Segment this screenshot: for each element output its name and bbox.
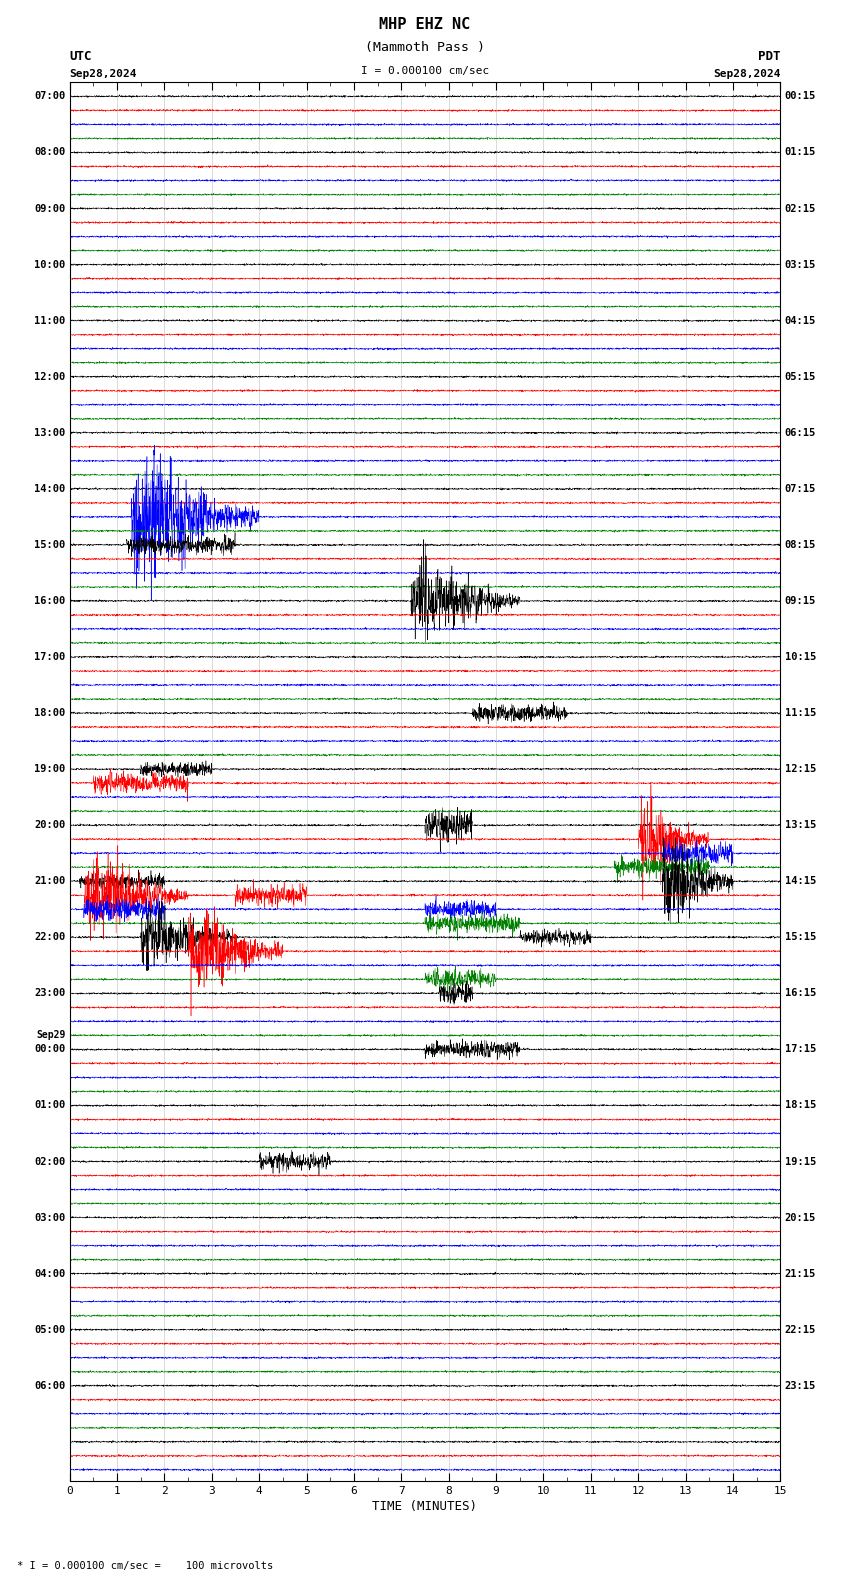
Text: 00:00: 00:00 <box>34 1044 65 1055</box>
Text: 20:00: 20:00 <box>34 821 65 830</box>
Text: Sep28,2024: Sep28,2024 <box>70 70 137 79</box>
Text: 01:00: 01:00 <box>34 1101 65 1110</box>
Text: Sep29: Sep29 <box>36 1030 65 1041</box>
Text: 08:15: 08:15 <box>785 540 816 550</box>
Text: (Mammoth Pass ): (Mammoth Pass ) <box>365 41 485 54</box>
Text: 10:00: 10:00 <box>34 260 65 269</box>
Text: 20:15: 20:15 <box>785 1213 816 1223</box>
Text: 03:15: 03:15 <box>785 260 816 269</box>
Text: 22:00: 22:00 <box>34 933 65 942</box>
Text: 12:15: 12:15 <box>785 763 816 775</box>
Text: 01:15: 01:15 <box>785 147 816 157</box>
Text: 17:15: 17:15 <box>785 1044 816 1055</box>
Text: 09:00: 09:00 <box>34 203 65 214</box>
Text: 02:15: 02:15 <box>785 203 816 214</box>
Text: 13:15: 13:15 <box>785 821 816 830</box>
X-axis label: TIME (MINUTES): TIME (MINUTES) <box>372 1500 478 1513</box>
Text: 14:00: 14:00 <box>34 483 65 494</box>
Text: 16:00: 16:00 <box>34 596 65 607</box>
Text: 14:15: 14:15 <box>785 876 816 885</box>
Text: 06:00: 06:00 <box>34 1381 65 1391</box>
Text: 08:00: 08:00 <box>34 147 65 157</box>
Text: 19:15: 19:15 <box>785 1156 816 1166</box>
Text: 11:00: 11:00 <box>34 315 65 326</box>
Text: * I = 0.000100 cm/sec =    100 microvolts: * I = 0.000100 cm/sec = 100 microvolts <box>17 1562 273 1571</box>
Text: 05:00: 05:00 <box>34 1324 65 1335</box>
Text: 12:00: 12:00 <box>34 372 65 382</box>
Text: I = 0.000100 cm/sec: I = 0.000100 cm/sec <box>361 67 489 76</box>
Text: 23:15: 23:15 <box>785 1381 816 1391</box>
Text: 10:15: 10:15 <box>785 653 816 662</box>
Text: 13:00: 13:00 <box>34 428 65 437</box>
Text: 04:15: 04:15 <box>785 315 816 326</box>
Text: 02:00: 02:00 <box>34 1156 65 1166</box>
Text: 18:00: 18:00 <box>34 708 65 718</box>
Text: 18:15: 18:15 <box>785 1101 816 1110</box>
Text: 04:00: 04:00 <box>34 1269 65 1278</box>
Text: 23:00: 23:00 <box>34 988 65 998</box>
Text: 22:15: 22:15 <box>785 1324 816 1335</box>
Text: 17:00: 17:00 <box>34 653 65 662</box>
Text: 21:00: 21:00 <box>34 876 65 885</box>
Text: 05:15: 05:15 <box>785 372 816 382</box>
Text: 09:15: 09:15 <box>785 596 816 607</box>
Text: UTC: UTC <box>70 51 92 63</box>
Text: 03:00: 03:00 <box>34 1213 65 1223</box>
Text: 07:00: 07:00 <box>34 92 65 101</box>
Text: 16:15: 16:15 <box>785 988 816 998</box>
Text: 15:15: 15:15 <box>785 933 816 942</box>
Text: PDT: PDT <box>758 51 780 63</box>
Text: 00:15: 00:15 <box>785 92 816 101</box>
Text: 19:00: 19:00 <box>34 763 65 775</box>
Text: MHP EHZ NC: MHP EHZ NC <box>379 17 471 32</box>
Text: 07:15: 07:15 <box>785 483 816 494</box>
Text: 06:15: 06:15 <box>785 428 816 437</box>
Text: 15:00: 15:00 <box>34 540 65 550</box>
Text: 11:15: 11:15 <box>785 708 816 718</box>
Text: Sep28,2024: Sep28,2024 <box>713 70 780 79</box>
Text: 21:15: 21:15 <box>785 1269 816 1278</box>
